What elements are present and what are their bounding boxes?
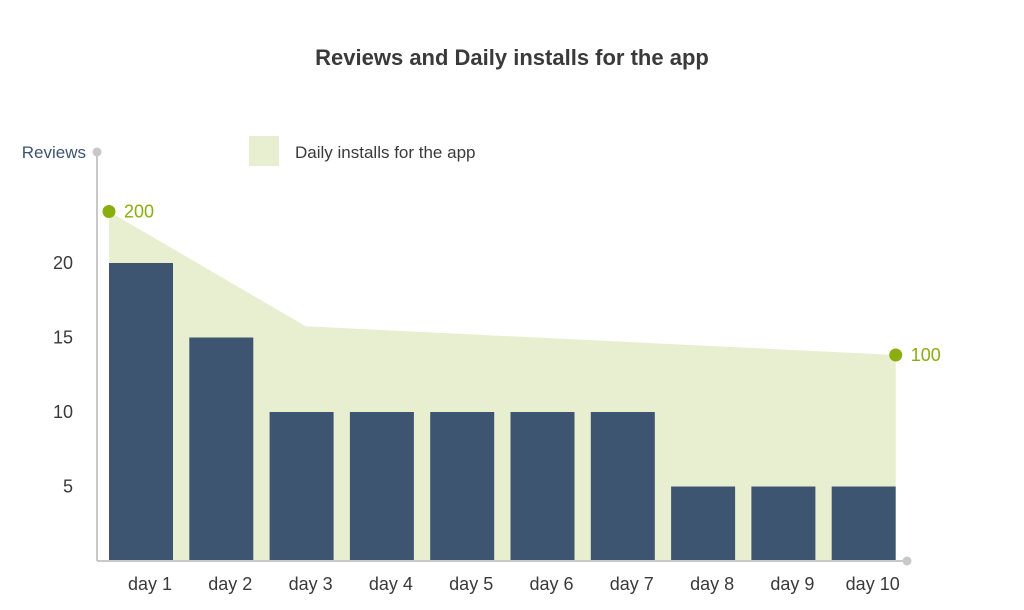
x-axis-end-dot [902,556,912,566]
bar-day-4 [349,412,414,561]
bar-day-9 [751,486,816,561]
installs-marker [889,348,903,362]
y-tick-label: 10 [53,402,73,422]
bar-day-2 [189,337,254,561]
x-tick-label: day 1 [128,574,172,594]
installs-annotations: 200 100 [102,202,941,365]
y-axis-title: Reviews [22,143,86,162]
installs-value-label: 100 [911,345,941,365]
y-tick-label: 15 [53,328,73,348]
chart-title: Reviews and Daily installs for the app [315,45,709,70]
x-tick-label: day 9 [770,574,814,594]
legend-swatch-installs [249,136,279,166]
x-tick-label: day 10 [846,574,900,594]
x-tick-label: day 2 [208,574,252,594]
bar-day-3 [269,412,334,561]
x-tick-label: day 6 [529,574,573,594]
bar-day-1 [109,263,173,561]
x-tick-label: day 8 [690,574,734,594]
y-tick-labels: 5 10 15 20 [53,253,73,497]
bar-day-5 [430,412,495,561]
x-tick-label: day 5 [449,574,493,594]
installs-marker [102,205,116,218]
x-tick-labels: day 1 day 2 day 3 day 4 day 5 day 6 day 7 day 8… [128,574,900,594]
x-tick-label: day 4 [369,574,413,594]
y-tick-label: 20 [53,253,73,273]
bar-day-6 [510,412,575,561]
y-axis-end-dot [92,147,102,157]
legend-label-installs: Daily installs for the app [295,143,475,162]
y-tick-label: 5 [63,477,73,497]
bar-day-10 [831,486,896,561]
bar-day-7 [590,412,655,561]
x-tick-label: day 3 [289,574,333,594]
x-tick-label: day 7 [610,574,654,594]
installs-value-label: 200 [124,202,154,222]
bar-day-8 [671,486,736,561]
reviews-bar-layer [109,263,896,561]
